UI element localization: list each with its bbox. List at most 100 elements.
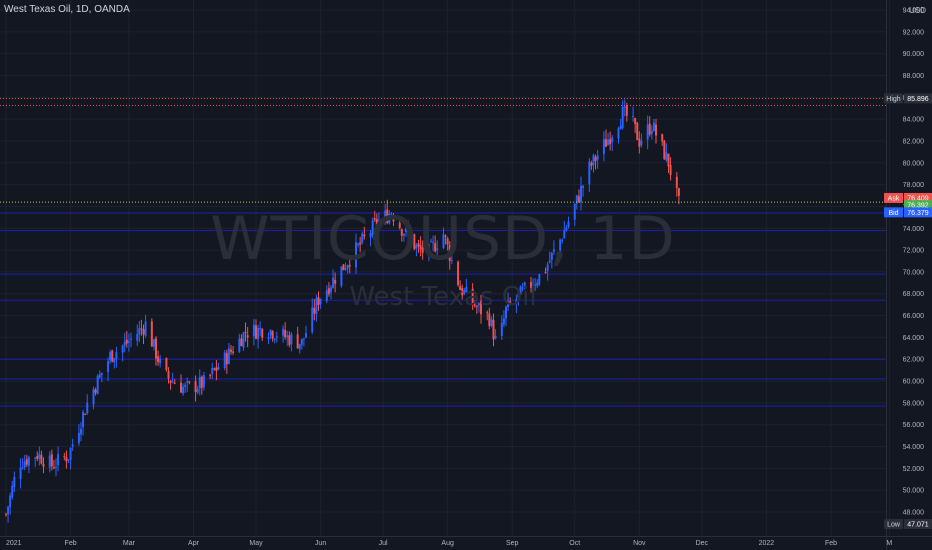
candle-body	[157, 356, 160, 362]
candle-body	[654, 124, 657, 136]
candle-body	[23, 461, 26, 468]
candle-body	[84, 413, 87, 415]
ask-tag-value-box	[904, 192, 932, 203]
candle-body	[404, 227, 407, 233]
candle-body	[538, 273, 541, 285]
x-tick-label: Dec	[696, 540, 709, 547]
y-tick-label: 56.000	[903, 422, 925, 429]
candle-body	[123, 341, 126, 346]
candle-body	[115, 352, 118, 359]
candle-body	[165, 358, 168, 371]
candle-body	[363, 234, 366, 237]
candle-body	[548, 260, 551, 263]
candle-body	[650, 130, 653, 135]
candle-body	[288, 335, 291, 346]
candle-body	[413, 234, 416, 250]
low-tag-label-box	[884, 519, 903, 529]
candle-body	[67, 459, 70, 461]
x-tick-label: Feb	[65, 540, 77, 547]
candle-body	[57, 453, 60, 466]
x-tick-label: Mar	[123, 540, 136, 547]
candle-body	[661, 134, 664, 142]
candle-body	[592, 155, 595, 166]
y-tick-label: 60.000	[903, 379, 925, 386]
candle-body	[563, 230, 566, 239]
candle-body	[677, 188, 680, 196]
candle-body	[111, 350, 114, 362]
candle-body	[361, 233, 364, 243]
candle-body	[154, 338, 157, 359]
bid-tag-label-box	[884, 207, 903, 218]
y-tick-label: 54.000	[903, 444, 925, 451]
time-axis[interactable]: 2021 Feb Mar Apr May Jun Jul Aug Sep Oct Nov Dec 202…	[6, 540, 892, 547]
candle-body	[71, 444, 74, 447]
candle-body	[227, 348, 230, 364]
candle-body	[417, 243, 420, 247]
symbol-title[interactable]: West Texas Oil, 1D, OANDA	[4, 4, 130, 15]
candle-body	[196, 388, 199, 393]
candle-body	[471, 288, 474, 304]
candle-body	[86, 402, 89, 414]
candle-body	[304, 333, 307, 338]
candle-body	[186, 381, 189, 383]
candle-body	[50, 454, 53, 467]
candle-body	[386, 209, 389, 223]
candle-body	[167, 371, 170, 379]
candle-body	[419, 245, 422, 250]
candle-body	[559, 239, 562, 251]
low-tag-label: Low	[887, 522, 901, 529]
candle-body	[267, 337, 270, 339]
candle-body	[173, 382, 176, 384]
candle-body	[444, 235, 447, 237]
candle-body	[82, 411, 85, 428]
candle-body	[313, 307, 316, 314]
candle-body	[100, 372, 103, 375]
candle-body	[319, 299, 322, 305]
y-tick-label: 88.000	[903, 73, 925, 80]
x-tick-label: Aug	[441, 540, 454, 547]
candle-body	[429, 241, 432, 243]
candle-body	[594, 157, 597, 162]
candle-body	[242, 332, 245, 348]
x-tick-label: 2022	[759, 540, 775, 547]
candle-body	[7, 506, 10, 515]
candle-body	[302, 338, 305, 340]
candle-body	[463, 290, 466, 294]
candle-body	[150, 321, 153, 347]
candle-body	[390, 214, 393, 216]
candle-body	[92, 389, 95, 405]
low-tag-value: 47.071	[907, 522, 929, 529]
candle-body	[171, 381, 174, 383]
candle-body	[259, 327, 262, 330]
candle-body	[617, 128, 620, 139]
y-tick-label: 68.000	[903, 291, 925, 298]
candle-body	[648, 123, 651, 135]
candle-body	[532, 285, 535, 290]
candle-body	[107, 360, 110, 372]
x-tick-label: Sep	[506, 540, 519, 547]
x-tick-label: Nov	[633, 540, 646, 547]
candle-body	[127, 341, 130, 343]
candle-body	[515, 299, 518, 304]
candle-body	[575, 195, 578, 204]
candle-body	[229, 349, 232, 352]
candle-body	[446, 238, 449, 245]
candle-body	[384, 210, 387, 220]
candle-body	[271, 331, 274, 339]
candle-body	[182, 386, 185, 394]
candle-body	[402, 233, 405, 236]
candle-body	[19, 467, 22, 479]
candle-body	[450, 260, 453, 262]
candle-body	[275, 336, 278, 338]
axis-currency-label[interactable]: USD	[909, 6, 926, 15]
candle-body	[96, 375, 99, 395]
candle-body	[461, 288, 464, 296]
candle-body	[113, 358, 116, 363]
candle-body	[523, 282, 526, 287]
candle-body	[188, 381, 191, 383]
candle-body	[77, 432, 80, 444]
candle-body	[502, 318, 505, 325]
last-price-tag-value-box	[904, 200, 932, 211]
